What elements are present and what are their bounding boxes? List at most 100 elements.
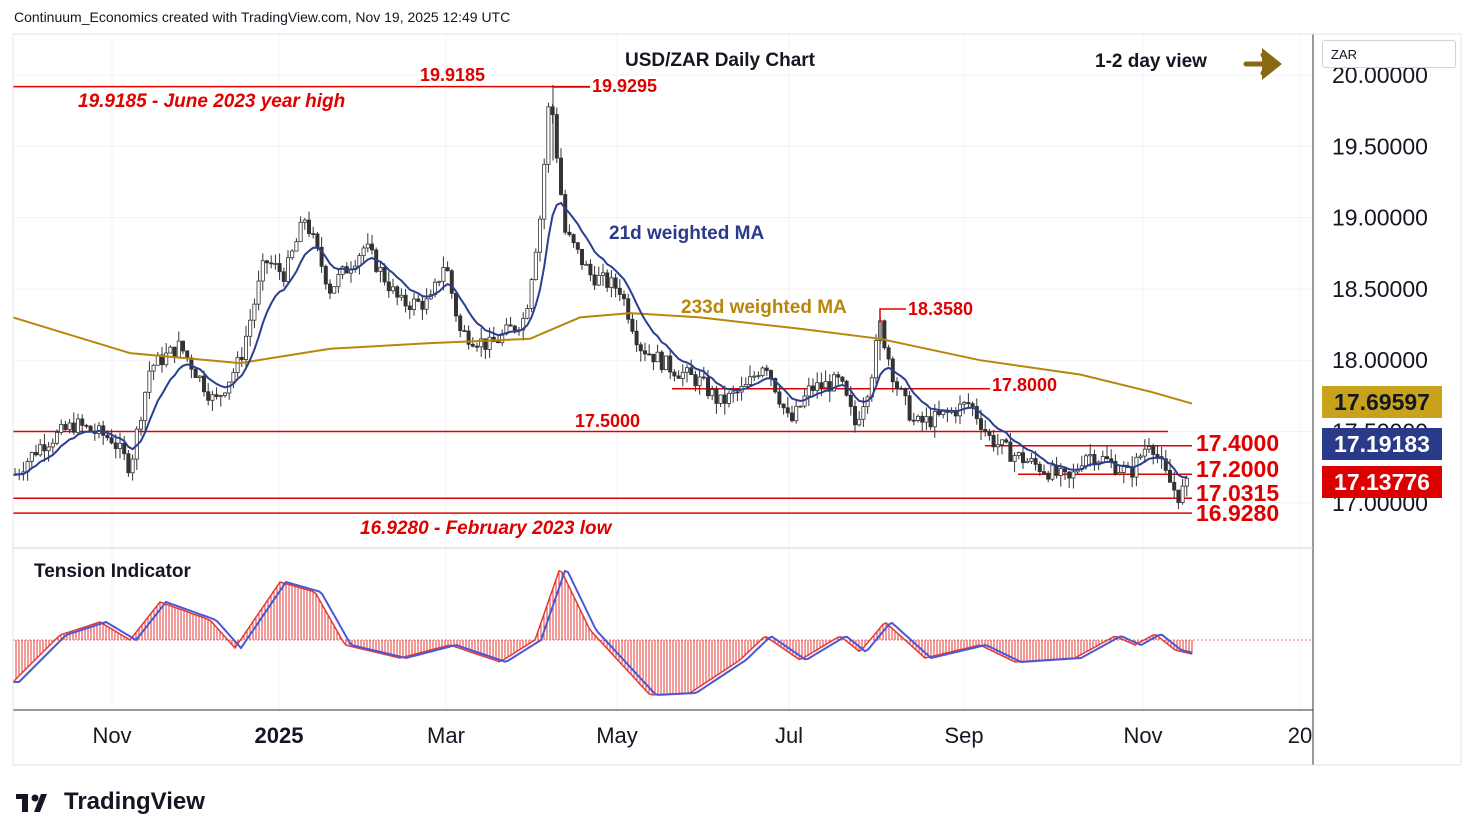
candle-body: [777, 391, 782, 405]
x-tick-label: Nov: [1123, 723, 1162, 748]
candle-body: [80, 418, 85, 426]
candle-body: [907, 395, 912, 421]
candle-body: [983, 429, 988, 433]
candle-body: [979, 418, 984, 430]
candle-body: [638, 344, 643, 352]
candle-body: [46, 446, 51, 452]
candle-body: [697, 376, 702, 387]
candle-body: [882, 320, 887, 349]
candle-body: [1105, 456, 1110, 460]
ma233-line: [12, 312, 1193, 405]
annotation-high-level: 19.9185: [420, 65, 485, 85]
candle-body: [206, 391, 211, 401]
chart-frame: [12, 33, 1462, 766]
candle-body: [407, 305, 412, 310]
candle-body: [508, 324, 513, 327]
ma21-line: [14, 201, 1187, 479]
candle-body: [29, 452, 34, 462]
candle-body: [1168, 469, 1173, 483]
candle-body: [605, 272, 610, 288]
candle-body: [122, 442, 127, 455]
candle-body: [462, 330, 467, 332]
candle-body: [445, 267, 450, 272]
candle-body: [159, 354, 164, 366]
x-tick-label: Mar: [427, 723, 465, 748]
candle-body: [340, 266, 345, 275]
candle-body: [298, 221, 303, 243]
candle-body: [718, 394, 723, 404]
candle-body: [487, 336, 492, 350]
candle-body: [525, 308, 530, 319]
candle-body: [1012, 455, 1017, 462]
level-label: 17.0315: [1196, 480, 1279, 506]
candle-body: [1088, 454, 1093, 457]
candle-body: [424, 298, 429, 310]
candle-body: [899, 387, 904, 390]
candle-body: [294, 241, 299, 252]
candle-body: [727, 392, 732, 404]
candle-body: [470, 343, 475, 347]
candle-body: [50, 442, 55, 448]
candle-body: [559, 157, 564, 195]
candle-body: [164, 352, 169, 366]
candle-body: [588, 263, 593, 276]
candle-body: [962, 402, 967, 405]
candle-body: [281, 271, 286, 282]
candle-body: [1058, 468, 1063, 476]
candle-body: [1176, 489, 1181, 503]
candle-body: [386, 281, 391, 292]
price-tag-ma233: 17.69597: [1322, 386, 1442, 418]
candle-body: [441, 267, 446, 282]
y-tick-label: 18.50000: [1332, 276, 1428, 302]
candle-body: [290, 250, 295, 259]
candle-body: [773, 377, 778, 393]
candle-body: [231, 372, 236, 383]
candle-body: [67, 422, 72, 430]
candle-body: [714, 389, 719, 404]
candle-body: [874, 340, 879, 379]
level-label: 17.8000: [992, 375, 1057, 395]
candle-body: [1067, 471, 1072, 479]
candle-body: [239, 356, 244, 360]
candle-body: [832, 374, 837, 392]
candle-body: [819, 382, 824, 389]
candle-body: [655, 351, 660, 363]
annotation-year-high: 19.9185 - June 2023 year high: [78, 91, 345, 112]
candle-body: [273, 263, 278, 265]
candle-body: [1042, 471, 1047, 474]
x-tick-label: 20: [1288, 723, 1312, 748]
candle-body: [185, 350, 190, 359]
candle-body: [1000, 439, 1005, 446]
candle-body: [1071, 471, 1076, 479]
candle-body: [916, 415, 921, 421]
x-tick-label: Sep: [944, 723, 983, 748]
candle-body: [701, 376, 706, 379]
candle-body: [731, 391, 736, 394]
candle-body: [336, 274, 341, 288]
grid: [13, 34, 1313, 710]
candle-body: [319, 246, 324, 267]
candle-body: [676, 375, 681, 379]
candle-body: [970, 403, 975, 407]
axes: 20.0000019.5000019.0000018.5000018.00000…: [12, 33, 1462, 766]
candle-body: [105, 434, 110, 439]
candle-body: [361, 247, 366, 257]
candle-body: [991, 435, 996, 448]
x-tick-label: Nov: [92, 723, 131, 748]
candle-body: [1172, 481, 1177, 491]
candle-body: [546, 106, 551, 165]
candle-body: [722, 394, 727, 404]
x-tick-label: Jul: [775, 723, 803, 748]
scale-box[interactable]: ZAR: [1322, 40, 1456, 68]
candle-body: [823, 381, 828, 389]
candle-body: [327, 283, 332, 294]
annotation-aug-high: 18.3580: [908, 299, 973, 319]
candle-body: [399, 294, 404, 298]
candle-body: [1084, 455, 1089, 467]
candle-body: [987, 431, 992, 436]
candle-body: [752, 375, 757, 378]
candle-body: [311, 233, 316, 235]
tradingview-logo[interactable]: TradingView: [14, 788, 205, 816]
candle-body: [416, 298, 421, 302]
